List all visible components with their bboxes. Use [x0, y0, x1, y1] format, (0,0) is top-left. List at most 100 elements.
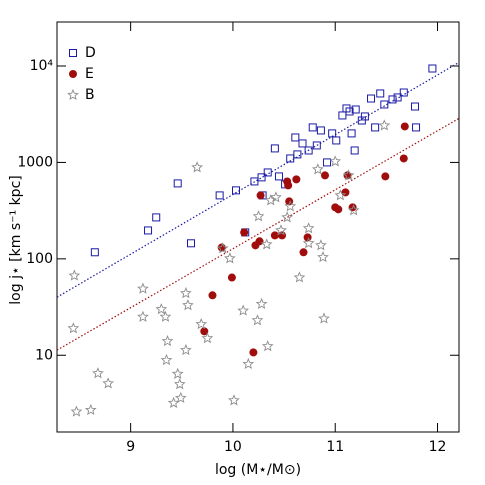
point [144, 226, 153, 235]
y-tick-label: 1000 [17, 154, 53, 170]
point [252, 210, 265, 222]
point [367, 94, 376, 103]
point [208, 291, 217, 300]
point [84, 403, 97, 416]
legend-label: B [85, 87, 95, 103]
point [332, 136, 341, 145]
point [256, 191, 265, 200]
point [201, 332, 214, 344]
point [278, 231, 287, 240]
point [240, 228, 249, 237]
point [215, 191, 224, 200]
point [399, 154, 408, 163]
point [102, 377, 114, 389]
point [298, 139, 307, 148]
point [329, 155, 342, 167]
point [381, 172, 390, 181]
point [275, 224, 287, 236]
point [260, 238, 273, 250]
x-tick-label: 9 [126, 439, 135, 455]
point [302, 222, 315, 234]
point [345, 107, 354, 116]
legend-label: D [85, 45, 96, 61]
point [378, 119, 391, 131]
point [274, 172, 283, 181]
point [428, 64, 437, 73]
point [195, 318, 208, 330]
point [376, 89, 385, 98]
point [316, 126, 325, 135]
point [334, 189, 347, 201]
point [334, 205, 343, 214]
fit-line [56, 117, 460, 351]
point [257, 173, 266, 182]
legend-symbol [67, 88, 79, 100]
plot-frame [56, 21, 460, 433]
point [68, 269, 81, 281]
point [380, 100, 389, 109]
y-tick-label: 10⁴ [30, 58, 54, 74]
x-tick-label: 12 [429, 439, 447, 455]
point [179, 287, 192, 299]
point [412, 123, 421, 132]
y-tick-label: 100 [26, 251, 53, 267]
point [137, 282, 149, 294]
point [293, 271, 306, 283]
point [270, 231, 279, 240]
point [308, 123, 317, 132]
point [371, 123, 380, 132]
point [292, 175, 301, 184]
point [237, 304, 250, 316]
point [299, 248, 308, 257]
point [263, 168, 272, 177]
point [155, 303, 168, 315]
point [351, 105, 360, 114]
legend-symbol [69, 70, 77, 78]
point [173, 378, 186, 390]
point [67, 322, 80, 334]
point [311, 163, 324, 175]
point [179, 343, 192, 356]
point [328, 129, 337, 138]
point [347, 129, 356, 138]
point [159, 310, 172, 322]
point [228, 394, 240, 406]
point [255, 237, 264, 246]
point [400, 122, 409, 131]
point [388, 95, 397, 104]
point [315, 239, 327, 251]
point [284, 200, 297, 212]
point [152, 213, 161, 222]
point [161, 335, 174, 347]
point [182, 299, 194, 311]
point [223, 252, 236, 264]
point [232, 186, 241, 195]
point [137, 310, 149, 322]
x-tick-label: 10 [224, 439, 242, 455]
point [360, 112, 369, 121]
point [174, 391, 187, 404]
point [318, 312, 330, 324]
x-tick-label: 11 [326, 439, 344, 455]
legend-label: E [85, 66, 94, 82]
point [251, 314, 264, 326]
point [303, 233, 312, 242]
point [167, 396, 180, 408]
point [317, 251, 329, 263]
point [312, 141, 321, 150]
point [304, 146, 313, 155]
point [286, 154, 295, 163]
point [250, 177, 259, 186]
point [160, 353, 173, 366]
point [321, 171, 329, 180]
y-tick-label: 10 [35, 347, 53, 363]
point [92, 367, 104, 379]
point [227, 273, 236, 282]
fit-line [56, 61, 460, 298]
point [302, 237, 315, 249]
point [216, 242, 229, 254]
point [281, 211, 294, 223]
point [264, 194, 277, 206]
point [323, 158, 332, 167]
